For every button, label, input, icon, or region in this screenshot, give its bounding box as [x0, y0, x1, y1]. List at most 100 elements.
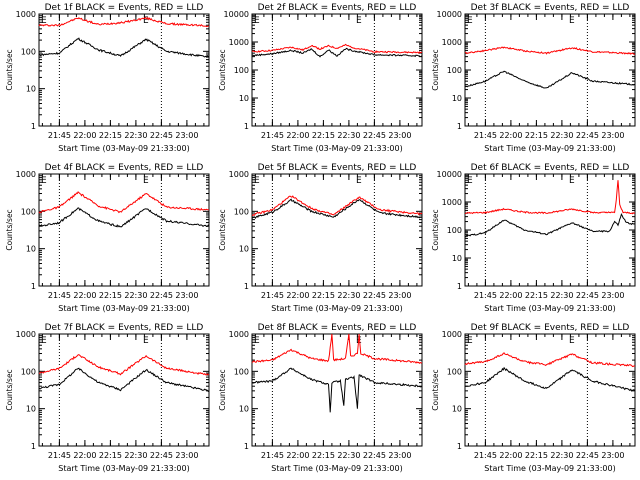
- chart-panel-5: Det 5f BLACK = Events, RED = LLD Start Ti…: [218, 163, 423, 313]
- chart-panel-1: Det 1f BLACK = Events, RED = LLD Start Ti…: [5, 3, 210, 153]
- plot-frame: [464, 13, 636, 127]
- chart-title: Det 2f BLACK = Events, RED = LLD: [258, 3, 417, 13]
- e-marker: E: [467, 176, 473, 186]
- x-tick-label: 22:15: [99, 131, 122, 140]
- x-tick-label: 22:00: [286, 291, 309, 300]
- e-marker: E: [356, 176, 362, 186]
- x-tick-label: 22:45: [576, 131, 599, 140]
- y-tick-label: 1: [457, 442, 462, 451]
- x-tick-label: 22:00: [73, 131, 96, 140]
- y-tick-label: 100: [447, 226, 462, 235]
- x-tick-label: 22:30: [337, 131, 360, 140]
- y-tick-label: 10000: [437, 170, 462, 179]
- y-axis-label: Counts/sec: [5, 49, 14, 90]
- x-axis-label: Start Time (03-May-09 21:33:00): [271, 144, 402, 153]
- chart-panel-7: Det 7f BLACK = Events, RED = LLD Start Ti…: [5, 323, 210, 473]
- y-tick-label: 100: [234, 66, 249, 75]
- x-tick-label: 22:15: [525, 131, 548, 140]
- x-tick-label: 23:00: [388, 451, 411, 460]
- x-tick-label: 22:00: [499, 451, 522, 460]
- y-tick-label: 1000: [16, 330, 36, 339]
- lld-series-line: [464, 352, 635, 368]
- plot-frame: [38, 333, 210, 447]
- x-tick-label: 22:45: [363, 131, 386, 140]
- y-tick-label: 10: [239, 405, 249, 414]
- x-tick-label: 22:15: [99, 451, 122, 460]
- x-axis-label: Start Time (03-May-09 21:33:00): [484, 144, 615, 153]
- y-tick-label: 100: [447, 367, 462, 376]
- x-tick-label: 22:30: [337, 451, 360, 460]
- x-tick-label: 22:30: [124, 131, 147, 140]
- e-marker: E: [254, 336, 260, 346]
- events-series-line: [251, 198, 423, 220]
- chart-panel-3: Det 3f BLACK = Events, RED = LLD Start Ti…: [431, 3, 636, 153]
- events-series-line: [251, 47, 423, 58]
- events-series-line: [38, 37, 210, 58]
- chart-title: Det 4f BLACK = Events, RED = LLD: [45, 163, 204, 173]
- y-tick-label: 10: [26, 405, 36, 414]
- e-marker: E: [41, 16, 47, 26]
- x-tick-label: 22:30: [550, 451, 573, 460]
- y-tick-label: 1: [244, 442, 249, 451]
- x-tick-label: 21:45: [474, 131, 497, 140]
- y-tick-label: 10: [239, 94, 249, 103]
- x-axis-label: Start Time (03-May-09 21:33:00): [484, 464, 615, 473]
- plot-frame: [251, 13, 423, 127]
- y-axis-label: Counts/sec: [5, 369, 14, 410]
- lld-series-line: [38, 16, 210, 28]
- chart-title: Det 9f BLACK = Events, RED = LLD: [471, 323, 630, 333]
- e-marker: E: [467, 336, 473, 346]
- x-tick-label: 22:15: [312, 131, 335, 140]
- x-tick-label: 22:45: [150, 291, 173, 300]
- x-tick-label: 21:45: [48, 451, 71, 460]
- x-tick-label: 23:00: [601, 451, 624, 460]
- x-tick-label: 22:00: [73, 451, 96, 460]
- y-tick-label: 100: [234, 207, 249, 216]
- x-tick-label: 22:00: [73, 291, 96, 300]
- events-series-line: [251, 367, 423, 413]
- x-tick-label: 21:45: [474, 451, 497, 460]
- y-tick-label: 1: [31, 122, 36, 131]
- plot-frame: [251, 173, 423, 287]
- x-tick-label: 21:45: [48, 131, 71, 140]
- e-marker: E: [143, 16, 149, 26]
- x-tick-label: 22:15: [525, 291, 548, 300]
- e-marker: E: [569, 16, 575, 26]
- plot-frame: [38, 13, 210, 127]
- y-tick-label: 1000: [442, 198, 462, 207]
- y-tick-label: 100: [447, 66, 462, 75]
- x-axis-label: Start Time (03-May-09 21:33:00): [271, 304, 402, 313]
- y-tick-label: 1: [31, 442, 36, 451]
- x-axis-label: Start Time (03-May-09 21:33:00): [58, 464, 189, 473]
- events-series-line: [464, 366, 636, 392]
- y-tick-label: 100: [21, 47, 36, 56]
- y-tick-label: 100: [234, 367, 249, 376]
- y-tick-label: 10000: [437, 10, 462, 19]
- y-tick-label: 1000: [16, 10, 36, 19]
- x-tick-label: 22:15: [525, 451, 548, 460]
- y-axis-label: Counts/sec: [431, 209, 440, 250]
- chart-panel-6: Det 6f BLACK = Events, RED = LLD Start Ti…: [431, 163, 636, 313]
- y-axis-label: Counts/sec: [431, 49, 440, 90]
- y-axis-label: Counts/sec: [5, 209, 14, 250]
- y-axis-label: Counts/sec: [218, 369, 227, 410]
- x-tick-label: 22:00: [499, 131, 522, 140]
- y-tick-label: 10: [452, 405, 462, 414]
- e-marker: E: [569, 336, 575, 346]
- x-tick-label: 22:00: [286, 451, 309, 460]
- chart-panel-9: Det 9f BLACK = Events, RED = LLD Start Ti…: [431, 323, 636, 473]
- y-tick-label: 1: [457, 122, 462, 131]
- x-axis-label: Start Time (03-May-09 21:33:00): [484, 304, 615, 313]
- x-tick-label: 22:30: [550, 131, 573, 140]
- y-tick-label: 1: [457, 282, 462, 291]
- y-tick-label: 10: [26, 245, 36, 254]
- x-tick-label: 22:45: [150, 131, 173, 140]
- y-axis-label: Counts/sec: [218, 209, 227, 250]
- e-marker: E: [254, 16, 260, 26]
- x-tick-label: 22:00: [499, 291, 522, 300]
- plot-frame: [464, 333, 636, 447]
- y-tick-label: 1: [244, 122, 249, 131]
- y-axis-label: Counts/sec: [218, 49, 227, 90]
- chart-title: Det 8f BLACK = Events, RED = LLD: [258, 323, 417, 333]
- lld-series-line: [38, 354, 210, 376]
